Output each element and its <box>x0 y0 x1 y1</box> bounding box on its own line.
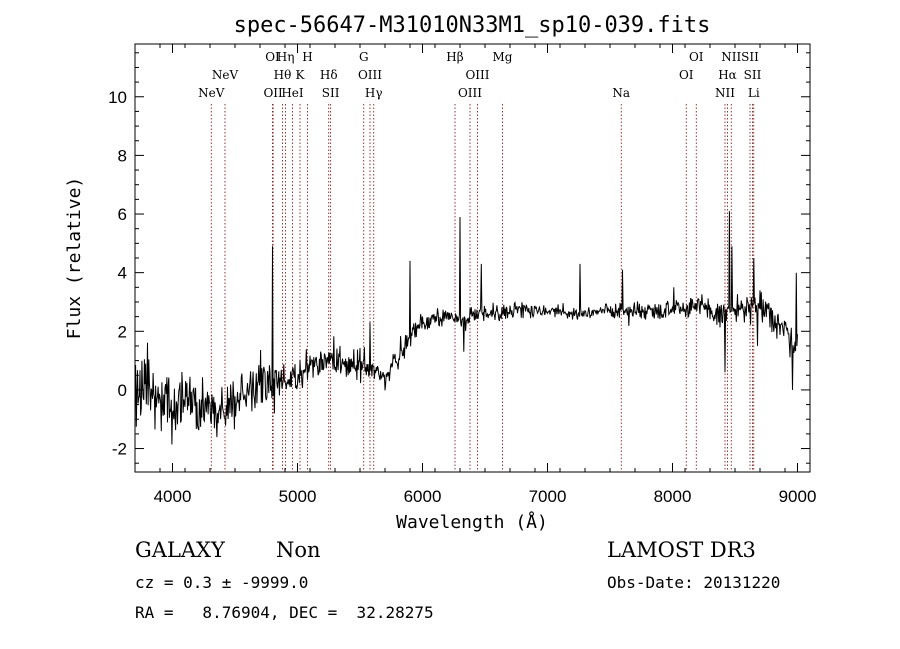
redshift-text: cz = 0.3 ± -9999.0 <box>135 573 309 592</box>
y-axis-label: Flux (relative) <box>64 177 85 340</box>
y-tick-label: 0 <box>118 381 127 400</box>
y-tick-label: -2 <box>112 440 127 459</box>
emission-line-markers: NeVNeVOIOIIHθHηHeIKHHδSIIGOIIIHγHβOIIIOI… <box>198 50 762 472</box>
emission-line-label: K <box>296 68 306 82</box>
y-tick-label: 10 <box>108 88 127 107</box>
x-tick-label: 9000 <box>779 487 817 506</box>
emission-line-label: G <box>359 50 369 64</box>
x-tick-label: 7000 <box>529 487 567 506</box>
emission-line-label: H <box>302 50 312 64</box>
obs-date: Obs-Date: 20131220 <box>607 573 781 592</box>
emission-line-label: Hδ <box>320 68 338 82</box>
emission-line-label: OI <box>689 50 704 64</box>
chart-title: spec-56647-M31010N33M1_sp10-039.fits <box>234 13 711 38</box>
emission-line-label: OIII <box>465 68 489 82</box>
y-tick-label: 8 <box>118 146 127 165</box>
emission-line-label: NII <box>715 86 735 100</box>
y-tick-label: 2 <box>118 322 127 341</box>
emission-line-label: OII <box>263 86 283 100</box>
emission-line-label: Li <box>748 86 760 100</box>
emission-line-label: Hθ <box>274 68 292 82</box>
emission-line-label: NeV <box>212 68 239 82</box>
emission-line-label: Na <box>612 86 630 100</box>
emission-line-label: Hγ <box>365 86 383 100</box>
emission-line-label: Mg <box>493 50 513 64</box>
spectrum-series <box>135 211 798 445</box>
emission-line-label: Hβ <box>446 50 463 64</box>
emission-line-label: NII <box>721 50 741 64</box>
emission-line-label: OIII <box>358 68 382 82</box>
y-tick-label: 4 <box>118 264 127 283</box>
object-class: GALAXY <box>135 538 225 562</box>
axes: 4000 5000 6000 7000 8000 9000 -2 0 2 4 6 8 10 <box>108 44 816 506</box>
survey-name: LAMOST DR3 <box>607 538 756 562</box>
spectrum-line <box>135 211 798 445</box>
ra-dec: RA = 8.76904, DEC = 32.28275 <box>135 603 434 622</box>
emission-line-label: SII <box>744 68 762 82</box>
y-tick-label: 6 <box>118 205 127 224</box>
emission-line-label: Hη <box>277 50 295 64</box>
emission-line-label: OI <box>265 50 280 64</box>
emission-line-label: OI <box>679 68 694 82</box>
emission-line-label: NeV <box>198 86 225 100</box>
x-tick-label: 8000 <box>654 487 692 506</box>
emission-line-label: SII <box>741 50 759 64</box>
emission-line-label: Hα <box>718 68 737 82</box>
x-tick-label: 5000 <box>279 487 317 506</box>
x-tick-label: 4000 <box>154 487 192 506</box>
emission-line-label: SII <box>322 86 340 100</box>
object-subclass: Non <box>276 538 321 562</box>
x-axis-label: Wavelength (Å) <box>396 511 548 533</box>
x-tick-label: 6000 <box>404 487 442 506</box>
emission-line-label: OIII <box>458 86 482 100</box>
emission-line-label: HeI <box>281 86 304 100</box>
